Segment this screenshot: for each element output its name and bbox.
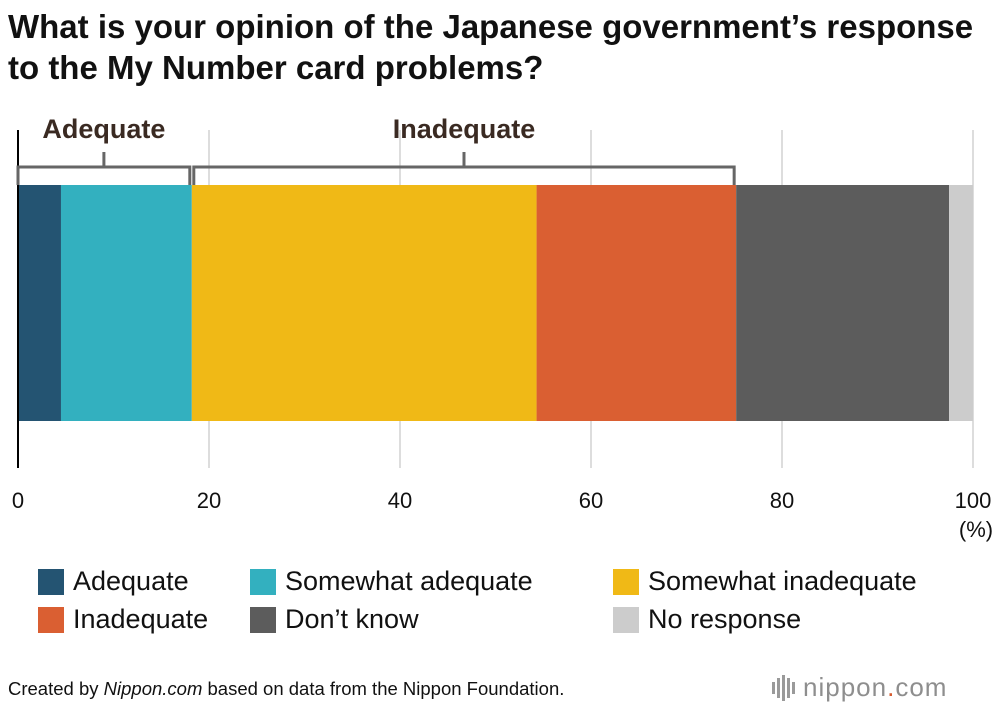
legend-swatch: [38, 568, 64, 595]
bar-segment: [736, 185, 950, 421]
group-bracket: [192, 165, 736, 185]
legend-label: Don’t know: [285, 604, 419, 634]
legend-item: Don’t know: [250, 604, 419, 635]
legend-label: No response: [648, 604, 802, 634]
legend-swatch: [38, 606, 64, 633]
x-tick-label: 40: [388, 488, 412, 513]
chart-title: What is your opinion of the Japanese gov…: [8, 8, 974, 86]
bar-segment: [191, 185, 537, 421]
group-label: Inadequate: [393, 114, 536, 144]
legend-swatch: [613, 568, 639, 595]
group-bracket: [16, 165, 192, 185]
legend-swatch: [250, 606, 276, 633]
bar-segment: [949, 185, 973, 421]
bar-segment: [536, 185, 737, 421]
legend-label: Somewhat adequate: [285, 566, 533, 596]
legend-item: Somewhat adequate: [250, 566, 533, 597]
nippon-logo: nippon.com: [772, 672, 947, 703]
credit-prefix: Created by: [8, 678, 104, 699]
legend-item: Inadequate: [38, 604, 208, 635]
group-label: Adequate: [42, 114, 165, 144]
legend-label: Somewhat inadequate: [648, 566, 917, 596]
x-tick-label: 20: [197, 488, 221, 513]
credit-suffix: based on data from the Nippon Foundation…: [202, 678, 565, 699]
x-tick-label: 0: [12, 488, 24, 513]
bar-segment: [60, 185, 192, 421]
logo-bars-icon: [772, 674, 797, 701]
credit-line: Created by Nippon.com based on data from…: [8, 678, 564, 700]
credit-source: Nippon.com: [103, 678, 203, 699]
x-tick-label: 100: [955, 488, 992, 513]
legend-item: Somewhat inadequate: [613, 566, 917, 597]
legend-label: Inadequate: [73, 604, 209, 634]
bar-segment: [18, 185, 61, 421]
x-axis-unit: (%): [959, 517, 993, 542]
x-tick-label: 80: [770, 488, 794, 513]
legend-swatch: [613, 606, 639, 633]
legend-item: No response: [613, 604, 801, 635]
chart-plot: 0 20 40 60 80 100 (%) Adequate Inadequate: [12, 114, 993, 542]
logo-wordmark: nippon.com: [803, 672, 948, 702]
legend-item: Adequate: [38, 566, 189, 597]
x-tick-label: 60: [579, 488, 603, 513]
legend-label: Adequate: [73, 566, 189, 596]
legend-swatch: [250, 568, 276, 595]
